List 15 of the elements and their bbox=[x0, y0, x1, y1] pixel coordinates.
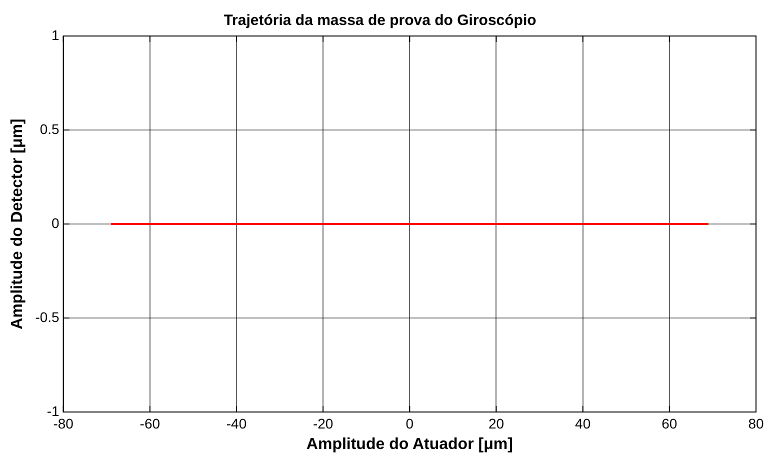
y-tick-label: -0.5 bbox=[35, 308, 60, 325]
x-tick-label: -20 bbox=[312, 415, 334, 432]
chart-title: Trajetória da massa de prova do Giroscópio bbox=[224, 12, 536, 30]
x-tick-label: 60 bbox=[662, 415, 678, 432]
y-axis-title: Amplitude do Detector [μm] bbox=[9, 118, 26, 330]
x-tick-label: 0 bbox=[406, 415, 414, 432]
x-tick-label: 40 bbox=[575, 415, 591, 432]
x-tick-label: 80 bbox=[748, 415, 764, 432]
y-tick-label: 0.5 bbox=[40, 120, 60, 137]
x-tick-label: -60 bbox=[140, 415, 160, 432]
x-tick-label: -40 bbox=[226, 415, 247, 432]
x-axis-title: Amplitude do Atuador [μm] bbox=[306, 436, 513, 453]
x-tick-label: 20 bbox=[488, 415, 504, 432]
y-tick-label: 1 bbox=[52, 26, 60, 43]
y-tick-label: 0 bbox=[52, 214, 60, 231]
